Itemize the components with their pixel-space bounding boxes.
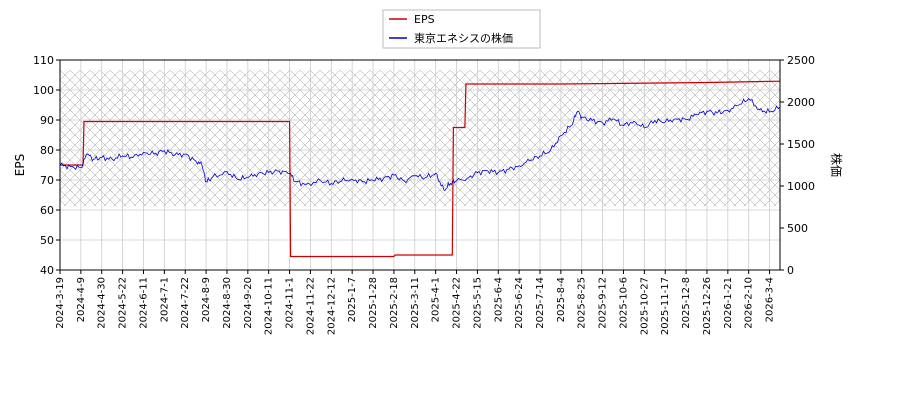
x-tick-label: 2025-10-27 bbox=[639, 277, 650, 335]
y-left-tick-label: 40 bbox=[40, 264, 54, 277]
legend-box bbox=[382, 9, 541, 49]
legend-label-price: 東京エネシスの株価 bbox=[414, 31, 513, 45]
x-tick-label: 2025-10-6 bbox=[618, 277, 629, 329]
y-right-tick-label: 1000 bbox=[787, 180, 815, 193]
y-left-label: EPS bbox=[13, 154, 27, 176]
x-tick-label: 2026-3-4 bbox=[765, 277, 776, 322]
y-left-tick-label: 50 bbox=[40, 234, 54, 247]
x-tick-label: 2024-4-9 bbox=[76, 277, 87, 322]
series-line-eps bbox=[60, 80, 780, 258]
x-tick-label: 2025-8-4 bbox=[556, 277, 567, 322]
x-tick-label: 2024-12-12 bbox=[326, 277, 337, 335]
y-left-tick-label: 100 bbox=[33, 84, 54, 97]
x-tick-label: 2025-6-24 bbox=[514, 277, 525, 329]
x-tick-label: 2025-7-14 bbox=[535, 277, 546, 329]
x-tick-label: 2026-1-21 bbox=[723, 277, 734, 329]
x-tick-label: 2025-2-18 bbox=[389, 277, 400, 329]
y-right-tick-label: 0 bbox=[787, 264, 794, 277]
y-right-tick-label: 2000 bbox=[787, 96, 815, 109]
axes: 2024-3-19 2024-4-9 2024-4-30 2024-5-22 2024-… bbox=[33, 54, 815, 335]
x-tick-label: 2026-2-10 bbox=[744, 277, 755, 329]
plot-frame bbox=[59, 59, 781, 271]
x-tick-label: 2024-7-1 bbox=[159, 277, 170, 322]
series-line-price bbox=[60, 98, 780, 191]
y-left-tick-label: 70 bbox=[40, 174, 54, 187]
y-left-tick-label: 60 bbox=[40, 204, 54, 217]
x-tick-label: 2025-4-22 bbox=[452, 277, 463, 329]
x-tick-label: 2025-11-17 bbox=[660, 277, 671, 335]
x-tick-label: 2024-3-19 bbox=[55, 277, 66, 329]
x-tick-label: 2025-3-11 bbox=[410, 277, 421, 329]
y-left-tick-label: 90 bbox=[40, 114, 54, 127]
x-tick-label: 2025-5-15 bbox=[472, 277, 483, 329]
y-right-label: 株価 bbox=[829, 153, 844, 177]
x-tick-label: 2025-9-12 bbox=[598, 277, 609, 329]
x-tick-label: 2025-8-25 bbox=[577, 277, 588, 329]
x-tick-label: 2024-9-20 bbox=[243, 277, 254, 329]
x-tick-label: 2024-4-30 bbox=[97, 277, 108, 329]
x-tick-label: 2024-10-11 bbox=[264, 277, 275, 335]
x-tick-label: 2024-6-11 bbox=[138, 277, 149, 329]
y-left-tick-label: 110 bbox=[33, 54, 54, 67]
x-tick-label: 2025-12-8 bbox=[681, 277, 692, 329]
x-tick-label: 2024-7-22 bbox=[180, 277, 191, 329]
x-tick-label: 2025-1-7 bbox=[347, 277, 358, 322]
x-tick-label: 2024-5-22 bbox=[118, 277, 129, 329]
y-left-tick-label: 80 bbox=[40, 144, 54, 157]
x-tick-label: 2024-11-1 bbox=[285, 277, 296, 329]
x-tick-label: 2024-8-30 bbox=[222, 277, 233, 329]
series-layer bbox=[60, 80, 780, 258]
x-tick-label: 2025-1-28 bbox=[368, 277, 379, 329]
x-tick-label: 2024-8-9 bbox=[201, 277, 212, 322]
x-tick-label: 2025-12-26 bbox=[702, 277, 713, 335]
shaded-price-band bbox=[60, 70, 780, 207]
legend: EPS 東京エネシスの株価 bbox=[382, 9, 541, 49]
x-tick-label: 2024-11-22 bbox=[305, 277, 316, 335]
y-right-tick-label: 2500 bbox=[787, 54, 815, 67]
x-tick-label: 2025-6-4 bbox=[493, 277, 504, 322]
x-tick-label: 2025-4-1 bbox=[431, 277, 442, 322]
legend-label-eps: EPS bbox=[414, 13, 435, 26]
y-right-tick-label: 1500 bbox=[787, 138, 815, 151]
y-right-tick-label: 500 bbox=[787, 222, 808, 235]
